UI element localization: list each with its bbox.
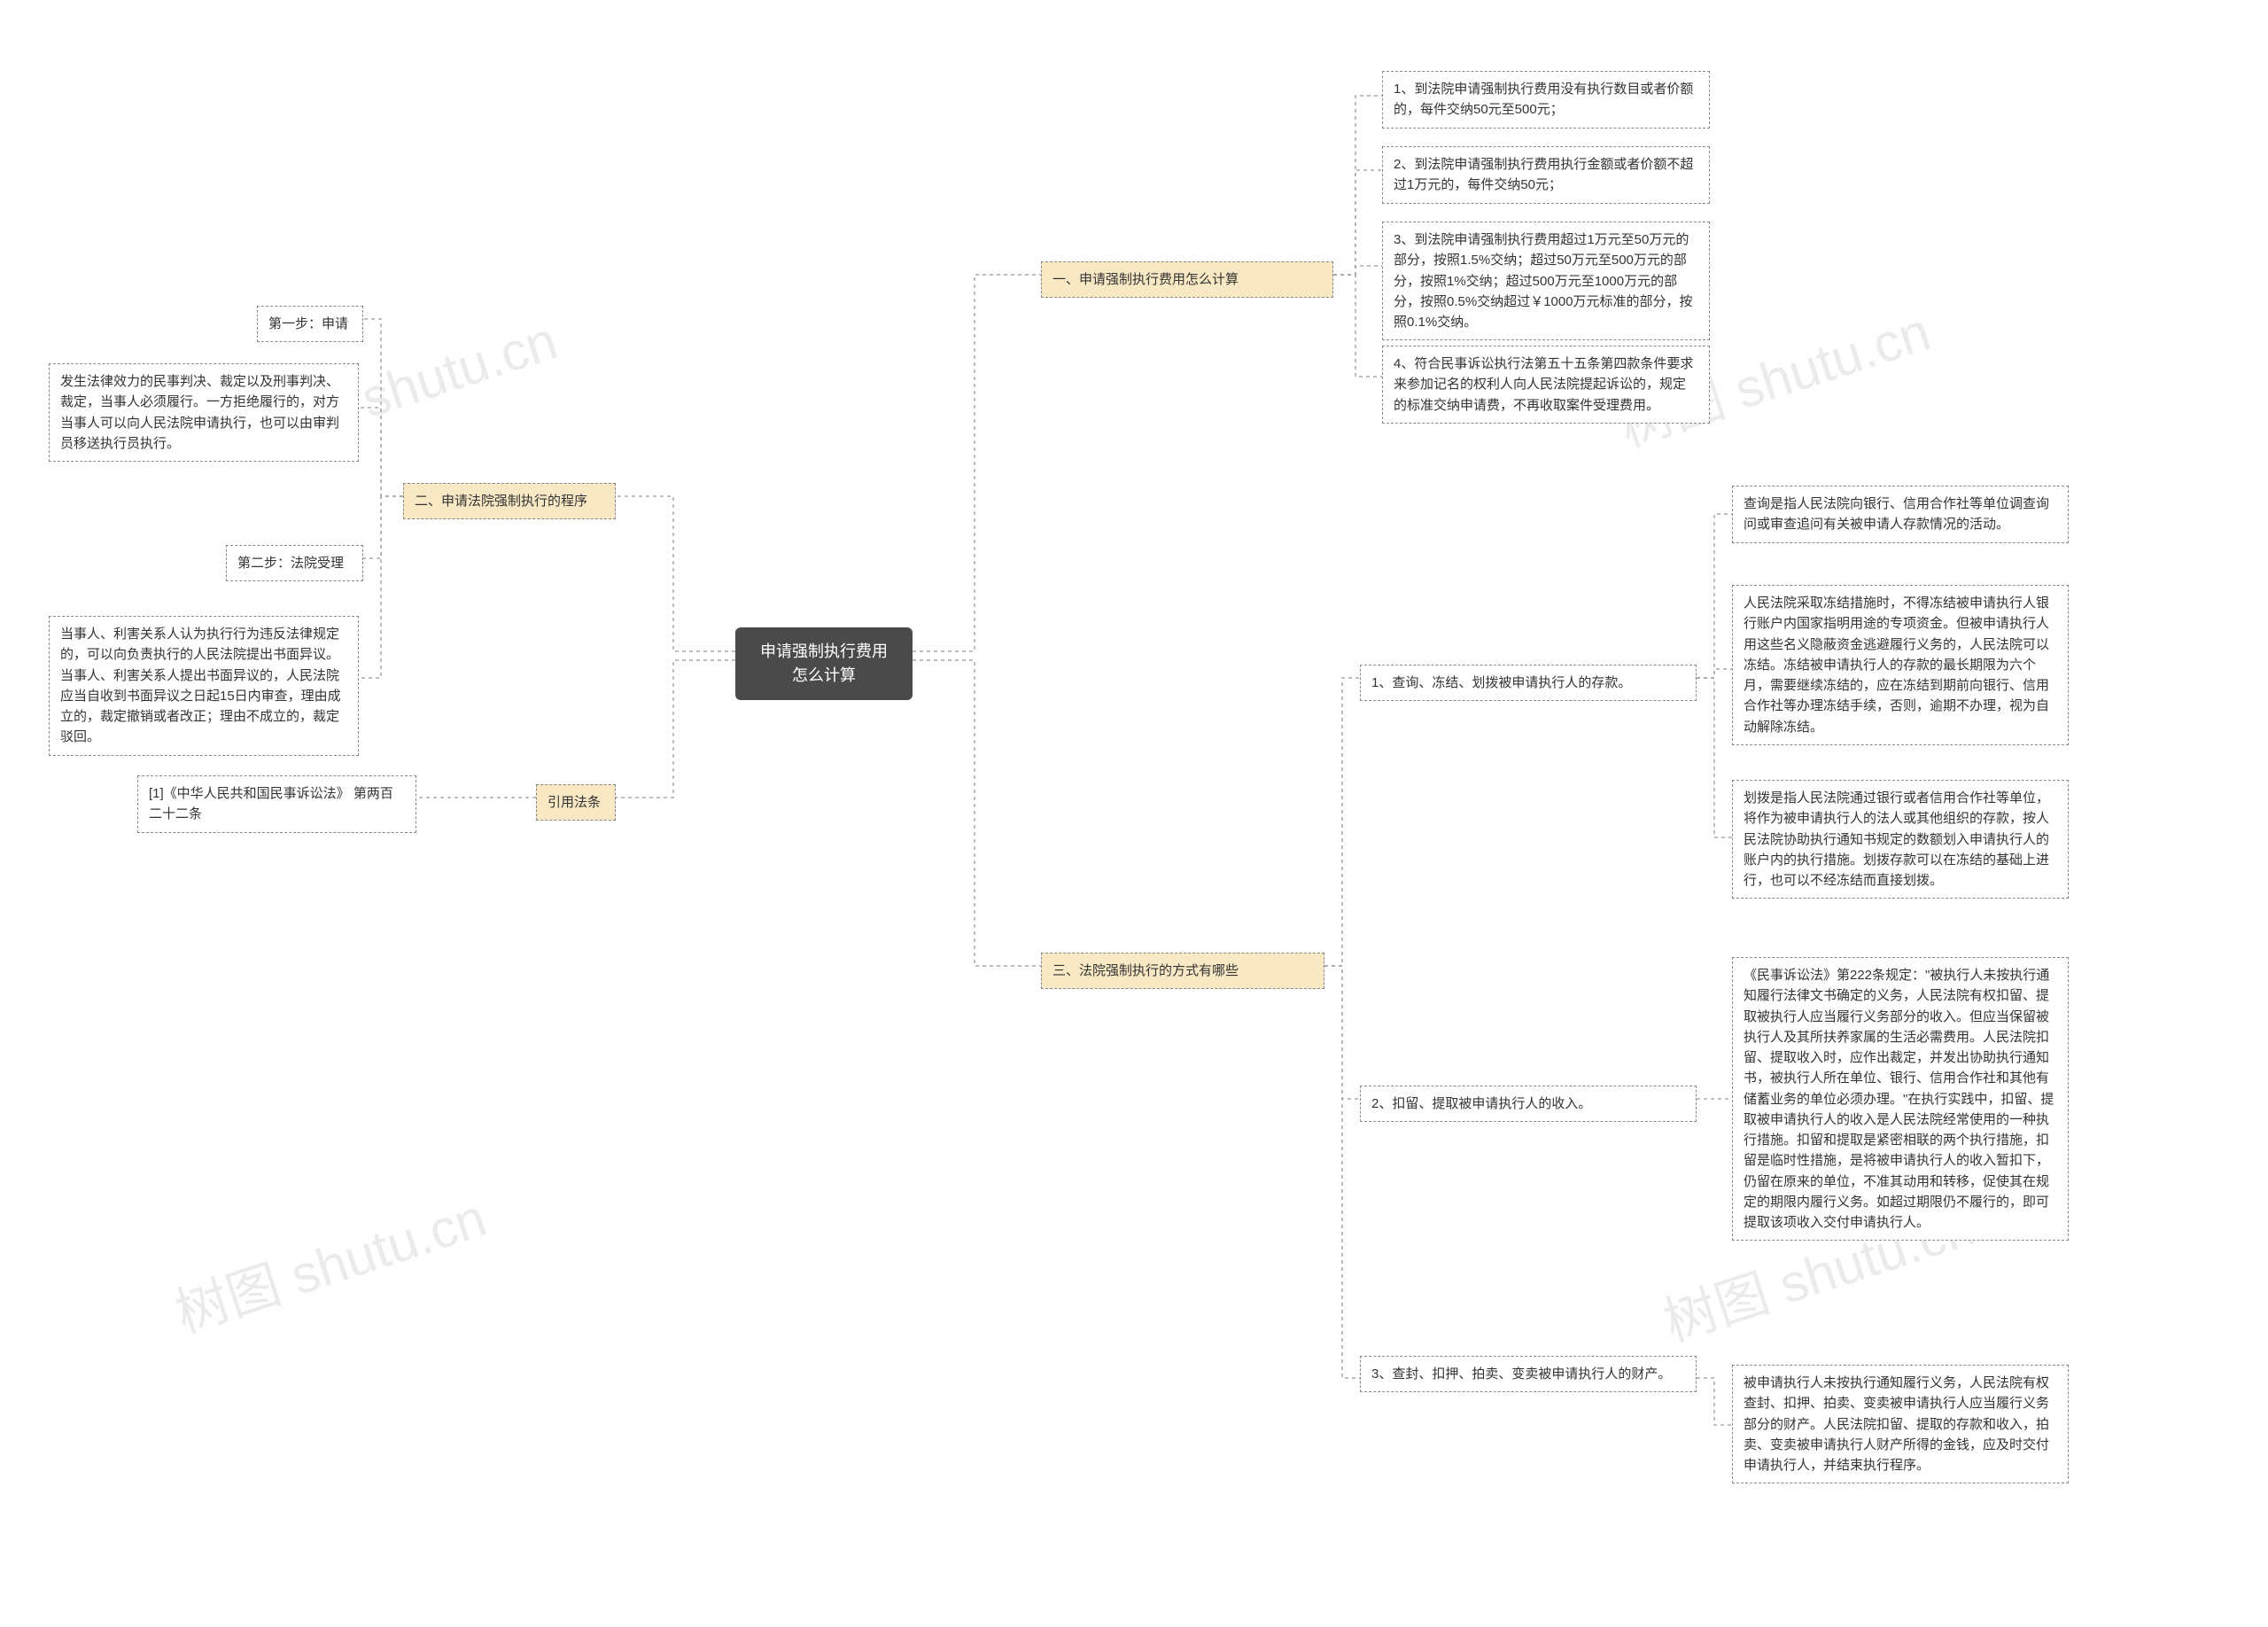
leaf-text: 第二步：法院受理 xyxy=(237,556,344,571)
branch-label: 一、申请强制执行费用怎么计算 xyxy=(1052,272,1239,287)
watermark: 树图 shutu.cn xyxy=(164,1175,494,1348)
leaf-text: 人民法院采取冻结措施时，不得冻结被申请执行人银行账户内国家指明用途的专项资金。但… xyxy=(1744,596,2049,735)
leaf-text: 4、符合民事诉讼执行法第五十五条第四款条件要求来参加记名的权利人向人民法院提起诉… xyxy=(1394,356,1693,413)
leaf-text: 查询是指人民法院向银行、信用合作社等单位调查询问或审查追问有关被申请人存款情况的… xyxy=(1744,496,2049,532)
branch-r2[interactable]: 三、法院强制执行的方式有哪些 xyxy=(1041,953,1324,989)
leaf-text: 划拨是指人民法院通过银行或者信用合作社等单位，将作为被申请执行人的法人或其他组织… xyxy=(1744,790,2049,888)
leaf-r1c[interactable]: 3、到法院申请强制执行费用超过1万元至50万元的部分，按照1.5%交纳；超过50… xyxy=(1382,222,1710,340)
leaf-r1d[interactable]: 4、符合民事诉讼执行法第五十五条第四款条件要求来参加记名的权利人向人民法院提起诉… xyxy=(1382,346,1710,424)
leaf-l1b[interactable]: 发生法律效力的民事判决、裁定以及刑事判决、裁定，当事人必须履行。一方拒绝履行的，… xyxy=(49,363,359,462)
branch-label: 二、申请法院强制执行的程序 xyxy=(415,494,587,509)
leaf-l1c[interactable]: 第二步：法院受理 xyxy=(226,545,363,581)
leaf-text: 2、扣留、提取被申请执行人的收入。 xyxy=(1371,1096,1591,1111)
root-node[interactable]: 申请强制执行费用怎么计算 xyxy=(735,627,913,700)
branch-r1[interactable]: 一、申请强制执行费用怎么计算 xyxy=(1041,261,1333,298)
leaf-l1a[interactable]: 第一步：申请 xyxy=(257,306,363,342)
leaf-text: 1、到法院申请强制执行费用没有执行数目或者价额的，每件交纳50元至500元； xyxy=(1394,82,1693,117)
leaf-text: 第一步：申请 xyxy=(268,316,348,331)
leaf-text: 当事人、利害关系人认为执行行为违反法律规定的，可以向负责执行的人民法院提出书面异… xyxy=(60,627,341,744)
leaf-r1a[interactable]: 1、到法院申请强制执行费用没有执行数目或者价额的，每件交纳50元至500元； xyxy=(1382,71,1710,128)
leaf-r1b[interactable]: 2、到法院申请强制执行费用执行金额或者价额不超过1万元的，每件交纳50元； xyxy=(1382,146,1710,204)
leaf-r2a3[interactable]: 划拨是指人民法院通过银行或者信用合作社等单位，将作为被申请执行人的法人或其他组织… xyxy=(1732,780,2069,899)
leaf-r2b[interactable]: 2、扣留、提取被申请执行人的收入。 xyxy=(1360,1086,1697,1122)
leaf-r2b1[interactable]: 《民事诉讼法》第222条规定："被执行人未按执行通知履行法律文书确定的义务，人民… xyxy=(1732,957,2069,1241)
branch-l1[interactable]: 二、申请法院强制执行的程序 xyxy=(403,483,616,519)
leaf-r2a2[interactable]: 人民法院采取冻结措施时，不得冻结被申请执行人银行账户内国家指明用途的专项资金。但… xyxy=(1732,585,2069,745)
leaf-text: 1、查询、冻结、划拨被申请执行人的存款。 xyxy=(1371,675,1631,690)
leaf-r2c[interactable]: 3、查封、扣押、拍卖、变卖被申请执行人的财产。 xyxy=(1360,1356,1697,1392)
leaf-text: 《民事诉讼法》第222条规定："被执行人未按执行通知履行法律文书确定的义务，人民… xyxy=(1744,968,2054,1230)
leaf-r2a1[interactable]: 查询是指人民法院向银行、信用合作社等单位调查询问或审查追问有关被申请人存款情况的… xyxy=(1732,486,2069,543)
leaf-l2a[interactable]: [1]《中华人民共和国民事诉讼法》 第两百二十二条 xyxy=(137,775,416,833)
leaf-r2a[interactable]: 1、查询、冻结、划拨被申请执行人的存款。 xyxy=(1360,665,1697,701)
leaf-text: 发生法律效力的民事判决、裁定以及刑事判决、裁定，当事人必须履行。一方拒绝履行的，… xyxy=(60,374,339,451)
leaf-text: 3、查封、扣押、拍卖、变卖被申请执行人的财产。 xyxy=(1371,1366,1671,1382)
leaf-text: 被申请执行人未按执行通知履行义务，人民法院有权查封、扣押、拍卖、变卖被申请执行人… xyxy=(1744,1375,2049,1473)
root-label: 申请强制执行费用怎么计算 xyxy=(760,642,888,684)
branch-label: 引用法条 xyxy=(548,795,601,810)
leaf-text: 2、到法院申请强制执行费用执行金额或者价额不超过1万元的，每件交纳50元； xyxy=(1394,157,1693,192)
leaf-text: [1]《中华人民共和国民事诉讼法》 第两百二十二条 xyxy=(149,786,393,821)
leaf-r2c1[interactable]: 被申请执行人未按执行通知履行义务，人民法院有权查封、扣押、拍卖、变卖被申请执行人… xyxy=(1732,1365,2069,1483)
leaf-l1d[interactable]: 当事人、利害关系人认为执行行为违反法律规定的，可以向负责执行的人民法院提出书面异… xyxy=(49,616,359,756)
branch-label: 三、法院强制执行的方式有哪些 xyxy=(1052,963,1239,978)
branch-l2[interactable]: 引用法条 xyxy=(536,784,616,821)
leaf-text: 3、到法院申请强制执行费用超过1万元至50万元的部分，按照1.5%交纳；超过50… xyxy=(1394,232,1693,330)
